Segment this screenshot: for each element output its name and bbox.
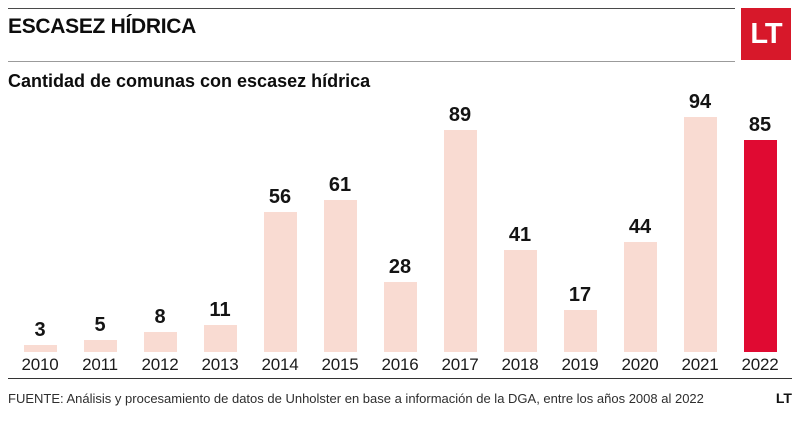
bar-value-label: 17	[568, 283, 592, 306]
bar-column-2010: 3	[10, 318, 70, 352]
bar-2021	[683, 117, 717, 352]
x-tick-2018: 2018	[501, 355, 539, 374]
bar-column-2017: 89	[430, 103, 490, 352]
bar-value-label: 85	[748, 113, 772, 136]
bar-2017	[443, 129, 477, 352]
x-tick-2011: 2011	[82, 355, 118, 374]
x-tick-2015: 2015	[321, 355, 359, 374]
bar-column-2015: 61	[310, 173, 370, 352]
bar-column-2019: 17	[550, 283, 610, 352]
chart-title: Cantidad de comunas con escasez hídrica	[8, 71, 371, 91]
lt-logo: LT	[741, 8, 791, 60]
x-tick-2014: 2014	[261, 355, 299, 374]
x-tick-2019: 2019	[561, 355, 599, 374]
header-rule-bottom	[8, 61, 735, 62]
x-tick-2021: 2021	[681, 355, 719, 374]
x-axis-labels: 2010 2011 2012 2013 2014 2015 2016 2017 2018 2019…	[10, 355, 790, 375]
footer: FUENTE: Análisis y procesamiento de dato…	[8, 390, 792, 406]
bar-2022	[743, 139, 777, 352]
bar-2019	[563, 309, 597, 352]
x-tick-2013: 2013	[201, 355, 239, 374]
bar-column-2011: 5	[70, 313, 130, 352]
bar-2015	[323, 199, 357, 352]
bar-column-2022: 85	[730, 113, 790, 352]
x-tick-2020: 2020	[621, 355, 659, 374]
bar-2013	[203, 324, 237, 352]
x-tick-2017: 2017	[441, 355, 479, 374]
bar-column-2012: 8	[130, 307, 190, 352]
x-tick-2022: 2022	[741, 355, 779, 374]
bar-2014	[263, 212, 297, 352]
bar-column-2013: 11	[190, 298, 250, 352]
section-kicker: ESCASEZ HÍDRICA	[8, 15, 197, 38]
bar-value-label: 56	[268, 186, 292, 208]
bar-2010	[23, 344, 57, 352]
x-tick-2016: 2016	[381, 355, 419, 374]
bar-value-label: 94	[688, 91, 712, 113]
bar-value-label: 8	[154, 306, 166, 328]
bar-2011	[83, 339, 117, 352]
bar-2016	[383, 282, 417, 352]
bar-value-label: 61	[328, 173, 352, 196]
footer-logo: LT	[775, 390, 792, 406]
bar-column-2014: 56	[250, 187, 310, 352]
bar-column-2020: 44	[610, 217, 670, 352]
bar-value-label: 44	[628, 216, 652, 238]
bar-2012	[143, 332, 177, 352]
bar-column-2018: 41	[490, 223, 550, 352]
x-tick-2012: 2012	[141, 355, 179, 374]
bar-value-label: 5	[94, 313, 106, 336]
footer-rule	[8, 378, 792, 379]
bar-value-label: 11	[209, 298, 231, 321]
bar-value-label: 3	[34, 318, 46, 341]
bar-2020	[623, 242, 657, 352]
bar-2018	[503, 249, 537, 352]
bar-value-label: 28	[388, 256, 412, 278]
bar-value-label: 89	[448, 103, 472, 126]
bar-column-2021: 94	[670, 92, 730, 352]
x-tick-2010: 2010	[21, 355, 59, 374]
source-text: FUENTE: Análisis y procesamiento de dato…	[8, 391, 704, 406]
bar-column-2016: 28	[370, 257, 430, 352]
bar-value-label: 41	[508, 223, 532, 246]
header-rule-top	[8, 8, 735, 9]
bar-chart: 3 5 8 11 56 61 28 89 41 17 44 94 85	[10, 92, 790, 352]
